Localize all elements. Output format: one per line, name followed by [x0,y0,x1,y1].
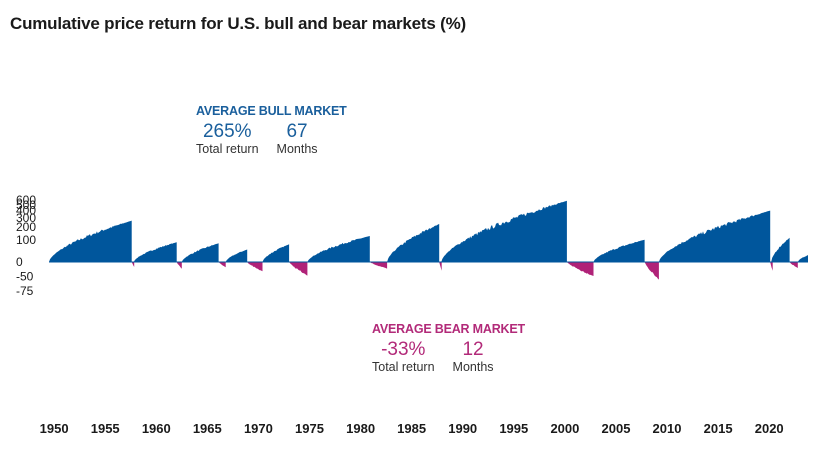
bear-market-area [770,262,773,271]
bear-market-area [644,262,659,280]
x-tick-label: 1960 [142,421,171,436]
bull-return-value: 265% [202,121,252,142]
x-tick-label: 1950 [40,421,69,436]
bear-market-area [247,262,263,272]
bear-market-area [369,262,388,269]
y-tick-label: 400 [16,204,36,218]
x-tick-label: 2020 [755,421,784,436]
bull-market-area [593,239,645,262]
bear-duration-value: 12 [462,339,484,360]
x-tick-label: 1955 [91,421,120,436]
bull-duration-label: Months [276,142,318,156]
bull-market-area [307,236,370,262]
bull-market-area [133,242,177,262]
bull-market-area [441,200,567,262]
x-tick-label: 2005 [602,421,631,436]
bear-market-area [289,262,308,276]
average-bull-market-callout: AVERAGE BULL MARKET 265% Total return 67… [196,104,347,157]
y-tick-label: -50 [16,269,34,283]
x-tick-label: 1990 [448,421,477,436]
x-tick-label: 1995 [499,421,528,436]
chart-title: Cumulative price return for U.S. bull an… [10,14,467,33]
bull-market-area [387,224,440,262]
bear-heading: AVERAGE BEAR MARKET [372,322,525,336]
x-tick-label: 1965 [193,421,222,436]
y-tick-label: 300 [16,211,36,225]
average-bear-market-callout: AVERAGE BEAR MARKET -33% Total return 12… [372,322,525,375]
bear-market-area [439,262,442,271]
bear-market-area [789,262,798,268]
y-tick-label: 200 [16,220,36,234]
x-tick-label: 1970 [244,421,273,436]
bull-market-area [262,244,290,262]
bull-duration-value: 67 [286,121,308,142]
y-tick-label: 500 [16,198,36,212]
y-tick-label: -75 [16,284,34,298]
bull-market-area [49,220,132,262]
y-tick-label: 0 [16,255,23,269]
bear-return-label: Total return [372,360,435,374]
y-tick-label: 100 [16,233,36,247]
bull-market-area [658,210,771,262]
bear-market-area [176,262,182,269]
y-tick-label: 600 [16,193,36,207]
x-tick-label: 2000 [550,421,579,436]
bear-return-value: -33% [381,339,426,360]
bull-heading: AVERAGE BULL MARKET [196,104,347,118]
bear-market-area [131,262,135,267]
x-tick-label: 1985 [397,421,426,436]
bear-market-area [566,262,594,276]
x-axis: 1950 1955 1960 1965 1970 1975 1980 1985 1990 1995… [40,421,784,436]
x-tick-label: 2015 [704,421,733,436]
x-tick-label: 1975 [295,421,324,436]
bull-market-area [181,243,219,262]
x-tick-label: 2010 [653,421,682,436]
bull-return-label: Total return [196,142,259,156]
bull-market-area [797,255,808,262]
bull-market-area [225,249,248,262]
x-tick-label: 1980 [346,421,375,436]
chart-areas [49,200,808,280]
bull-market-area [771,237,790,262]
bear-duration-label: Months [452,360,494,374]
bear-market-area [218,262,226,268]
